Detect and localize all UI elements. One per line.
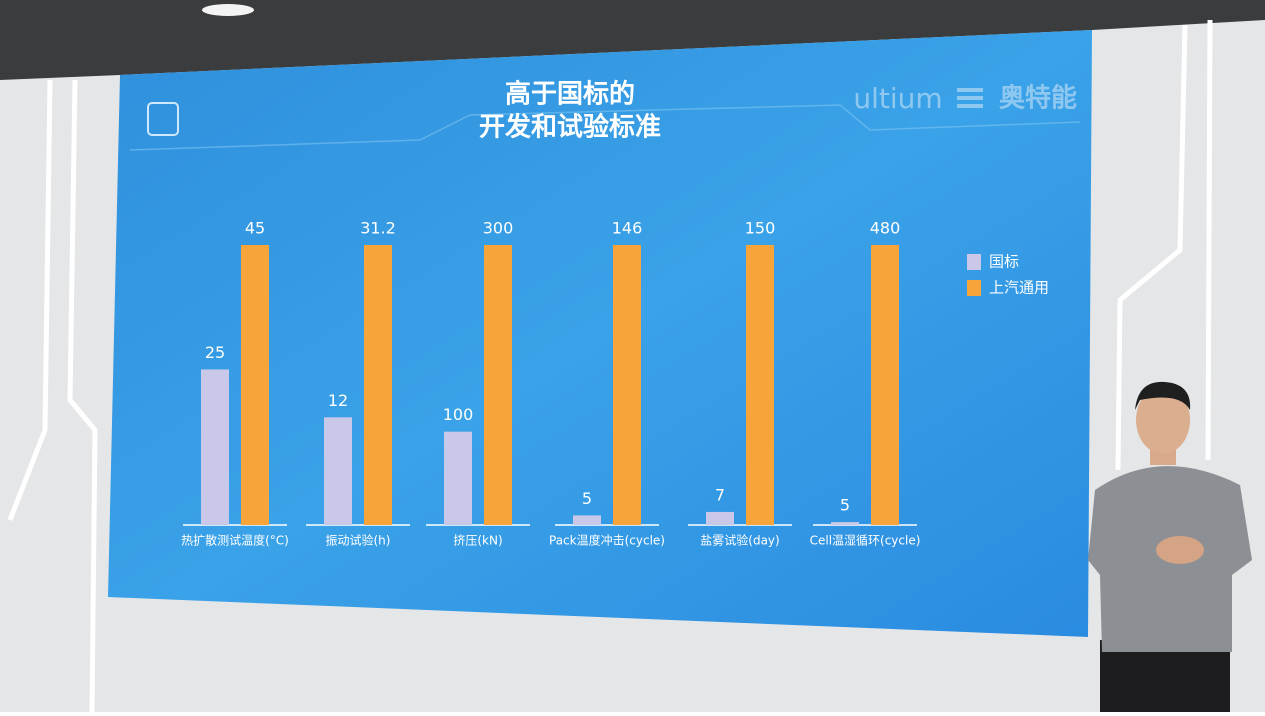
bar [484, 245, 512, 525]
bar [613, 245, 641, 525]
slide-icon [147, 102, 179, 136]
logo-mark [957, 104, 983, 108]
value-label: 12 [328, 391, 348, 410]
wall-light [1205, 19, 1213, 461]
logo: ultium [853, 82, 942, 115]
x-tick-label: 挤压(kN) [453, 533, 502, 548]
value-label: 150 [745, 219, 776, 238]
wall-light [7, 79, 53, 521]
ceiling [0, 0, 1265, 80]
value-label: 7 [715, 485, 725, 504]
presenter-hands [1156, 536, 1204, 564]
presenter-head [1136, 386, 1190, 454]
presenter-hair [1135, 381, 1191, 410]
x-tick-label: 盐雾试验(day) [700, 533, 779, 548]
bar [871, 245, 899, 525]
logo-brand: 奥特能 [999, 83, 1077, 114]
value-label: 31.2 [360, 219, 396, 238]
value-label: 5 [582, 489, 592, 508]
bar [746, 245, 774, 525]
presenter [1088, 381, 1252, 712]
slide [108, 30, 1092, 637]
value-label: 5 [840, 496, 850, 515]
value-label: 45 [245, 219, 265, 238]
ceiling-lamp [202, 4, 254, 16]
chart-title: 高于国标的 [505, 79, 635, 110]
bar [444, 431, 472, 525]
slide-decoration [129, 104, 1081, 151]
bar [364, 245, 392, 525]
chart-subtitle: 开发和试验标准 [479, 112, 661, 143]
value-label: 300 [483, 219, 514, 238]
value-label: 25 [205, 343, 225, 362]
wall-light [1115, 24, 1188, 471]
legend-swatch [967, 254, 981, 270]
x-tick-label: 热扩散测试温度(°C) [181, 533, 289, 548]
x-tick-label: 振动试验(h) [326, 533, 391, 548]
logo-mark [957, 88, 983, 92]
logo-mark [957, 96, 983, 100]
bar [201, 369, 229, 525]
x-tick-label: Cell温湿循环(cycle) [810, 533, 921, 548]
x-tick-label: Pack温度冲击(cycle) [549, 533, 665, 548]
bar [706, 511, 734, 525]
bar [831, 522, 859, 525]
wall-light [67, 79, 98, 713]
chart: 热扩散测试温度(°C) 25 45 振动试验(h) 12 31.2 挤压(kN) 100 300… [181, 219, 1049, 548]
legend-swatch [967, 280, 981, 296]
bar [241, 245, 269, 525]
legend-label: 国标 [989, 253, 1019, 271]
legend-label: 上汽通用 [989, 279, 1049, 297]
value-label: 146 [612, 219, 643, 238]
bar [324, 417, 352, 525]
bar [573, 515, 601, 525]
value-label: 480 [870, 219, 901, 238]
value-label: 100 [443, 405, 474, 424]
